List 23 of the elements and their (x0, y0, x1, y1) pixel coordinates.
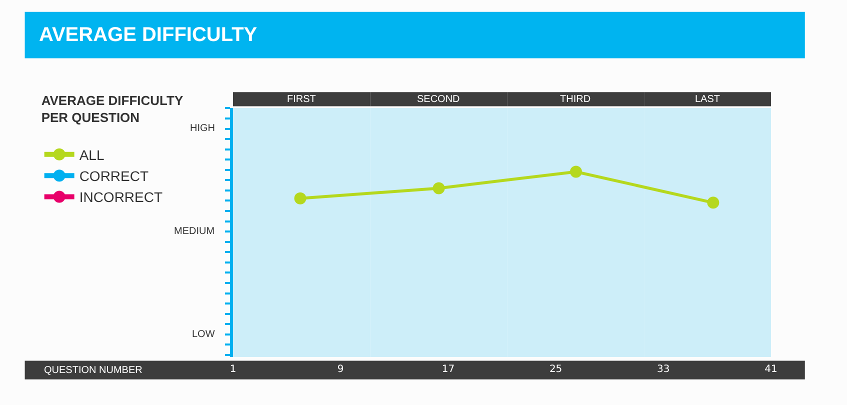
band-label: FIRST (287, 94, 316, 105)
text: HIGH (190, 123, 215, 134)
point (432, 182, 445, 194)
point (707, 196, 720, 209)
text: LOW (192, 329, 216, 340)
point (570, 166, 582, 178)
legend-label: CORRECT (79, 168, 149, 184)
chart-title: AVERAGE DIFFICULTY (39, 24, 258, 46)
band-label: LAST (695, 94, 720, 105)
legend-label: ALL (79, 146, 104, 163)
band-label: THIRD (560, 94, 591, 105)
x-tick-label: 1 (230, 364, 236, 375)
x-tick-label: 17 (442, 364, 455, 375)
point (294, 192, 306, 204)
text: MEDIUM (174, 226, 215, 237)
x-tick-label: 9 (337, 364, 344, 375)
legend-label: INCORRECT (79, 189, 163, 206)
x-tick-label: 33 (657, 364, 670, 375)
legend-title: AVERAGE DIFFICULTY PER QUESTION (41, 92, 184, 125)
x-tick-label: 25 (549, 364, 562, 375)
band-label: SECOND (417, 94, 460, 105)
text: QUESTION NUMBER (44, 365, 142, 376)
x-tick-label: 41 (764, 364, 778, 375)
